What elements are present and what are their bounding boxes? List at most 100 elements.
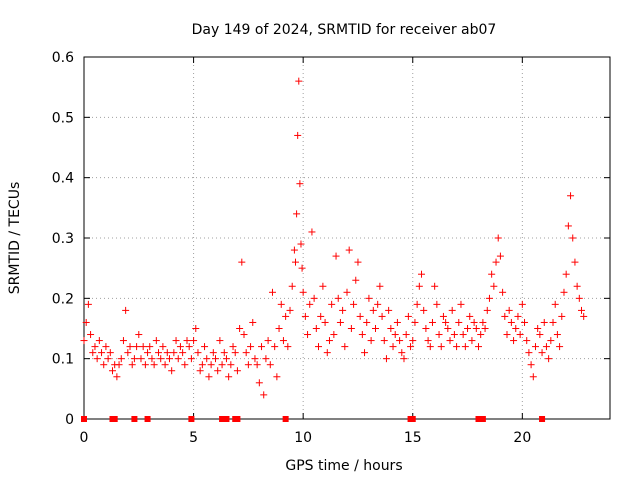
data-point — [499, 288, 507, 296]
data-point — [457, 300, 465, 308]
data-point — [571, 258, 579, 266]
grid — [84, 57, 610, 419]
data-point — [481, 325, 489, 332]
data-point — [268, 288, 276, 296]
data-point — [492, 258, 500, 266]
data-point — [321, 318, 329, 326]
axis-ticks: 0 0.1 0.2 0.3 0.4 0.5 0.6 0 5 10 15 20 — [52, 50, 610, 446]
data-point — [296, 180, 304, 188]
data-point — [104, 355, 112, 363]
data-point — [198, 361, 206, 369]
data-point — [538, 349, 546, 357]
data-point — [341, 343, 349, 351]
data-point — [137, 355, 145, 363]
data-point — [503, 331, 511, 339]
data-point — [135, 331, 143, 339]
data-point — [209, 349, 217, 357]
data-point — [152, 337, 160, 345]
zero-flag-marker — [234, 416, 241, 422]
data-point — [205, 373, 213, 381]
data-point — [516, 331, 524, 339]
data-point — [442, 318, 450, 326]
data-point — [157, 355, 165, 363]
data-point — [549, 318, 557, 326]
data-point — [420, 306, 428, 314]
data-point — [106, 349, 114, 357]
data-point — [402, 331, 410, 339]
data-point — [407, 343, 415, 351]
data-point — [352, 276, 360, 284]
data-point — [251, 355, 259, 363]
data-point — [507, 318, 515, 326]
data-point — [413, 300, 421, 308]
data-point — [216, 337, 224, 345]
data-point — [102, 343, 110, 351]
data-point — [126, 343, 134, 351]
data-point — [181, 361, 189, 369]
data-point — [249, 318, 257, 326]
data-point — [108, 367, 116, 375]
data-point — [133, 343, 141, 351]
data-point — [409, 337, 417, 345]
data-point — [472, 325, 480, 332]
zero-flag-marker — [409, 416, 416, 422]
data-point — [475, 343, 482, 351]
data-point — [358, 331, 366, 339]
data-point — [262, 355, 270, 363]
data-point — [244, 361, 252, 369]
data-point — [233, 367, 241, 375]
data-point — [380, 337, 388, 345]
data-point — [231, 349, 239, 357]
data-point — [464, 325, 472, 332]
data-point — [192, 325, 200, 332]
y-tick-label: 0.6 — [52, 50, 74, 66]
data-point — [117, 355, 125, 363]
data-point — [514, 312, 522, 320]
data-point — [415, 282, 423, 290]
data-point — [455, 318, 463, 326]
x-tick-label: 10 — [294, 430, 312, 446]
data-point — [512, 325, 520, 332]
data-point — [505, 306, 513, 314]
data-point — [466, 312, 474, 320]
zero-flag-marker — [539, 416, 546, 422]
data-point — [159, 343, 167, 351]
data-point — [172, 337, 180, 345]
data-point — [174, 355, 182, 363]
data-point — [319, 282, 327, 290]
data-point — [450, 331, 458, 339]
data-point — [575, 294, 583, 302]
data-point — [334, 294, 342, 302]
data-point — [387, 325, 395, 332]
data-point — [325, 337, 333, 345]
data-point — [523, 337, 531, 345]
data-point — [545, 355, 553, 363]
data-point — [291, 258, 299, 266]
data-point — [437, 343, 445, 351]
data-point — [229, 343, 237, 351]
data-point — [490, 282, 498, 290]
data-point — [220, 349, 228, 357]
data-point — [569, 234, 577, 242]
data-point — [400, 355, 408, 363]
data-point — [525, 349, 533, 357]
data-point — [298, 264, 306, 272]
x-tick-label: 20 — [513, 430, 531, 446]
data-point — [242, 349, 250, 357]
data-point — [176, 343, 184, 351]
data-point — [398, 349, 406, 357]
data-point — [422, 325, 430, 332]
data-point — [168, 367, 176, 375]
data-point — [264, 337, 272, 345]
data-point — [130, 355, 138, 363]
data-point — [496, 252, 504, 260]
data-point — [424, 337, 432, 345]
data-point — [100, 361, 108, 369]
data-point — [253, 361, 261, 369]
data-point — [308, 228, 316, 236]
data-point — [470, 318, 478, 326]
data-point — [339, 306, 347, 314]
data-point — [479, 318, 487, 326]
zero-flag-marker — [223, 416, 230, 422]
